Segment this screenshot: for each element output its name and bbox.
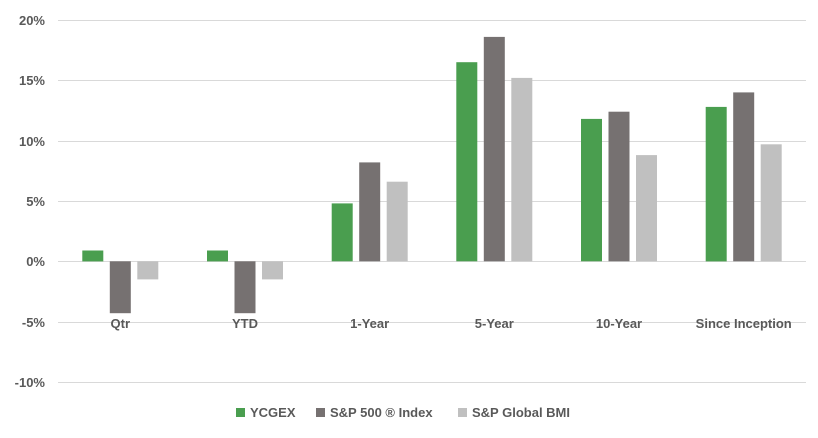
y-axis-tick-labels: -10% -5% 0% 5% 10% 15% 20% [15,13,46,390]
y-tick-label: 10% [19,134,45,149]
bar-s-p-500-index-10-year [608,111,630,262]
bar-s-p-global-bmi-ytd [262,261,283,280]
category-label: YTD [232,316,258,331]
bar-s-p-global-bmi-10-year [636,155,657,262]
y-tick-label: 0% [26,254,45,269]
bar-s-p-global-bmi-since-inception [760,144,782,262]
bar-ycgex-5-year [456,62,478,262]
category-label: 5-Year [475,316,514,331]
bar-s-p-500-index-qtr [109,261,131,314]
y-tick-label: 20% [19,13,45,28]
y-tick-label: 15% [19,73,45,88]
legend-swatch [458,408,467,417]
category-label: 1-Year [350,316,389,331]
bar-ycgex-ytd [207,250,228,262]
category-labels: Qtr YTD 1-Year 5-Year 10-Year Since Inception [111,316,792,331]
bar-ycgex-since-inception [705,106,727,262]
y-tick-label: -10% [15,375,46,390]
bar-s-p-500-index-5-year [483,36,505,262]
bar-s-p-500-index-ytd [234,261,256,314]
bar-ycgex-1-year [331,203,353,262]
category-label: Qtr [111,316,131,331]
bar-s-p-global-bmi-1-year [386,181,408,262]
bar-s-p-500-index-since-inception [733,92,755,262]
legend-label: S&P 500 ® Index [330,405,433,420]
y-tick-label: -5% [22,315,46,330]
bar-s-p-global-bmi-5-year [511,77,533,262]
bar-ycgex-10-year [581,118,602,262]
bar-s-p-global-bmi-qtr [137,261,159,280]
legend-swatch [316,408,325,417]
legend: YCGEX S&P 500 ® Index S&P Global BMI [236,405,570,420]
bar-s-p-500-index-1-year [359,162,381,262]
category-label: 10-Year [596,316,642,331]
bars [82,36,782,314]
y-tick-label: 5% [26,194,45,209]
legend-label: YCGEX [250,405,296,420]
category-label: Since Inception [696,316,792,331]
legend-swatch [236,408,245,417]
gridlines [58,20,806,383]
bar-ycgex-qtr [82,250,104,262]
legend-label: S&P Global BMI [472,405,570,420]
